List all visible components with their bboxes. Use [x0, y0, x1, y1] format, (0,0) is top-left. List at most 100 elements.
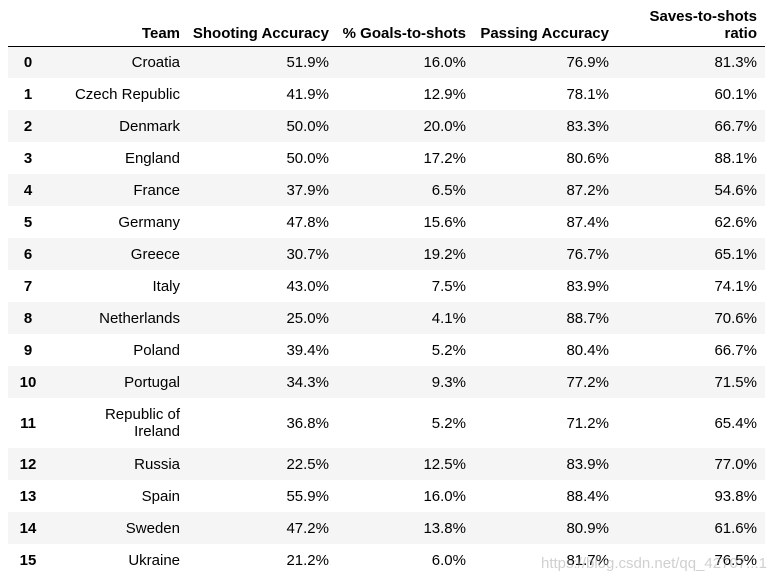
- header-index: [8, 5, 48, 47]
- header-goals-to-shots-label: % Goals-to-shots: [342, 24, 466, 42]
- cell-passing-accuracy: 83.9%: [566, 277, 609, 295]
- header-saves-to-shots-ratio: Saves-to-shots ratio: [617, 5, 765, 47]
- cell-team: Italy: [152, 277, 180, 295]
- cell-saves-to-shots-ratio: 66.7%: [714, 117, 757, 135]
- cell-goals-to-shots: 5.2%: [431, 414, 466, 432]
- table-row: 11 Republic of Ireland 36.8% 5.2% 71.2% 65.4%: [8, 398, 765, 448]
- row-index: 3: [23, 149, 33, 167]
- cell-team: Greece: [130, 245, 180, 263]
- table-row: 10 Portugal 34.3% 9.3% 77.2% 71.5%: [8, 366, 765, 398]
- row-index: 2: [23, 117, 33, 135]
- header-shooting-accuracy: Shooting Accuracy: [188, 5, 337, 47]
- cell-passing-accuracy: 80.4%: [566, 341, 609, 359]
- table-row: 8 Netherlands 25.0% 4.1% 88.7% 70.6%: [8, 302, 765, 334]
- cell-saves-to-shots-ratio: 54.6%: [714, 181, 757, 199]
- row-index: 1: [23, 85, 33, 103]
- cell-saves-to-shots-ratio: 66.7%: [714, 341, 757, 359]
- cell-team: Netherlands: [99, 309, 180, 327]
- header-goals-to-shots: % Goals-to-shots: [337, 5, 474, 47]
- cell-saves-to-shots-ratio: 74.1%: [714, 277, 757, 295]
- cell-shooting-accuracy: 36.8%: [286, 414, 329, 432]
- cell-goals-to-shots: 12.5%: [423, 455, 466, 473]
- cell-passing-accuracy: 80.6%: [566, 149, 609, 167]
- cell-passing-accuracy: 78.1%: [566, 85, 609, 103]
- cell-passing-accuracy: 83.3%: [566, 117, 609, 135]
- table-body: 0 Croatia 51.9% 16.0% 76.9% 81.3% 1 Czech Repub…: [8, 46, 765, 576]
- table-row: 9 Poland 39.4% 5.2% 80.4% 66.7%: [8, 334, 765, 366]
- table-row: 12 Russia 22.5% 12.5% 83.9% 77.0%: [8, 448, 765, 480]
- cell-passing-accuracy: 81.7%: [566, 551, 609, 569]
- cell-goals-to-shots: 17.2%: [423, 149, 466, 167]
- row-index: 5: [23, 213, 33, 231]
- cell-shooting-accuracy: 21.2%: [286, 551, 329, 569]
- header-passing-accuracy-label: Passing Accuracy: [480, 24, 609, 42]
- cell-saves-to-shots-ratio: 65.4%: [714, 414, 757, 432]
- cell-shooting-accuracy: 55.9%: [286, 487, 329, 505]
- cell-saves-to-shots-ratio: 88.1%: [714, 149, 757, 167]
- row-index: 0: [23, 53, 33, 71]
- cell-saves-to-shots-ratio: 81.3%: [714, 53, 757, 71]
- row-index: 10: [19, 373, 37, 391]
- row-index: 6: [23, 245, 33, 263]
- cell-goals-to-shots: 20.0%: [423, 117, 466, 135]
- cell-shooting-accuracy: 50.0%: [286, 149, 329, 167]
- row-index: 8: [23, 309, 33, 327]
- cell-team: Ukraine: [128, 551, 180, 569]
- cell-shooting-accuracy: 47.8%: [286, 213, 329, 231]
- cell-goals-to-shots: 6.0%: [431, 551, 466, 569]
- row-index: 4: [23, 181, 33, 199]
- cell-team: Germany: [118, 213, 180, 231]
- cell-team: Republic of Ireland: [104, 406, 180, 440]
- row-index: 13: [19, 487, 37, 505]
- cell-team: Denmark: [119, 117, 180, 135]
- cell-passing-accuracy: 88.7%: [566, 309, 609, 327]
- cell-shooting-accuracy: 22.5%: [286, 455, 329, 473]
- cell-goals-to-shots: 4.1%: [431, 309, 466, 327]
- cell-team: Russia: [134, 455, 180, 473]
- table-row: 14 Sweden 47.2% 13.8% 80.9% 61.6%: [8, 512, 765, 544]
- cell-shooting-accuracy: 47.2%: [286, 519, 329, 537]
- table-row: 2 Denmark 50.0% 20.0% 83.3% 66.7%: [8, 110, 765, 142]
- cell-passing-accuracy: 88.4%: [566, 487, 609, 505]
- cell-team: Spain: [141, 487, 180, 505]
- cell-team: Czech Republic: [74, 85, 180, 103]
- cell-saves-to-shots-ratio: 60.1%: [714, 85, 757, 103]
- cell-team: France: [133, 181, 180, 199]
- cell-shooting-accuracy: 51.9%: [286, 53, 329, 71]
- header-passing-accuracy: Passing Accuracy: [474, 5, 617, 47]
- table-row: 6 Greece 30.7% 19.2% 76.7% 65.1%: [8, 238, 765, 270]
- cell-shooting-accuracy: 41.9%: [286, 85, 329, 103]
- table-row: 3 England 50.0% 17.2% 80.6% 88.1%: [8, 142, 765, 174]
- cell-saves-to-shots-ratio: 65.1%: [714, 245, 757, 263]
- cell-shooting-accuracy: 34.3%: [286, 373, 329, 391]
- row-index: 7: [23, 277, 33, 295]
- row-index: 15: [19, 551, 37, 569]
- header-saves-to-shots-ratio-label: Saves-to-shots ratio: [649, 7, 757, 42]
- table-row: 5 Germany 47.8% 15.6% 87.4% 62.6%: [8, 206, 765, 238]
- cell-passing-accuracy: 76.9%: [566, 53, 609, 71]
- cell-goals-to-shots: 9.3%: [431, 373, 466, 391]
- header-row: Team Shooting Accuracy % Goals-to-shots …: [8, 5, 765, 47]
- cell-passing-accuracy: 87.4%: [566, 213, 609, 231]
- cell-saves-to-shots-ratio: 93.8%: [714, 487, 757, 505]
- table-row: 7 Italy 43.0% 7.5% 83.9% 74.1%: [8, 270, 765, 302]
- header-team-label: Team: [141, 24, 180, 42]
- cell-saves-to-shots-ratio: 70.6%: [714, 309, 757, 327]
- cell-passing-accuracy: 87.2%: [566, 181, 609, 199]
- table-row: 13 Spain 55.9% 16.0% 88.4% 93.8%: [8, 480, 765, 512]
- cell-goals-to-shots: 15.6%: [423, 213, 466, 231]
- cell-passing-accuracy: 83.9%: [566, 455, 609, 473]
- cell-passing-accuracy: 71.2%: [566, 414, 609, 432]
- cell-shooting-accuracy: 43.0%: [286, 277, 329, 295]
- cell-goals-to-shots: 12.9%: [423, 85, 466, 103]
- cell-team: England: [124, 149, 180, 167]
- cell-passing-accuracy: 80.9%: [566, 519, 609, 537]
- header-shooting-accuracy-label: Shooting Accuracy: [192, 24, 329, 42]
- table-row: 4 France 37.9% 6.5% 87.2% 54.6%: [8, 174, 765, 206]
- cell-goals-to-shots: 16.0%: [423, 487, 466, 505]
- cell-saves-to-shots-ratio: 61.6%: [714, 519, 757, 537]
- cell-goals-to-shots: 7.5%: [431, 277, 466, 295]
- row-index: 14: [19, 519, 37, 537]
- table-header: Team Shooting Accuracy % Goals-to-shots …: [8, 5, 765, 47]
- row-index: 11: [20, 414, 36, 432]
